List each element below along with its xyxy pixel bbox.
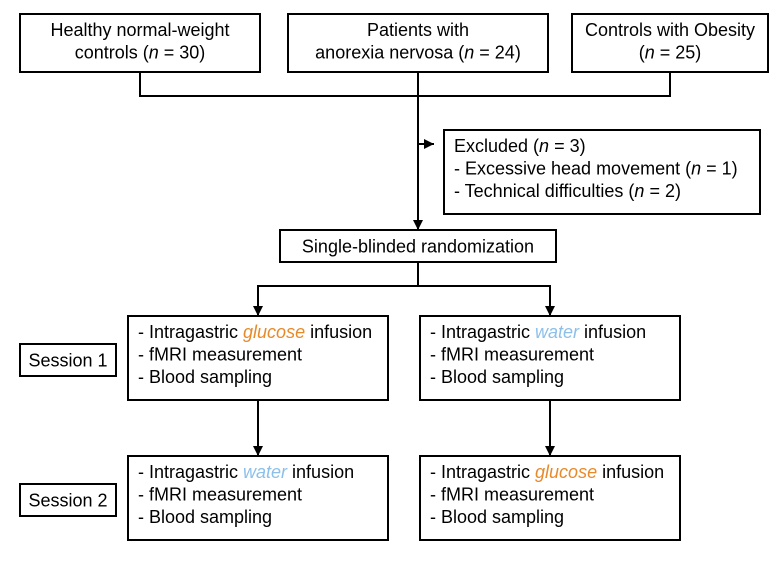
randomization-text: Single-blinded randomization (302, 236, 534, 256)
box-obesity: Controls with Obesity (n = 25) (572, 14, 768, 72)
connector-healthy (140, 72, 418, 96)
s2right-line-0: - Intragastric glucose infusion (430, 462, 664, 482)
s1right-line-1: - fMRI measurement (430, 345, 594, 365)
box-s1left: - Intragastric glucose infusion - fMRI me… (128, 316, 388, 400)
healthy-line2: controls (n = 30) (75, 43, 206, 63)
box-session2: Session 2 (20, 484, 116, 516)
s2left-line-0: - Intragastric water infusion (138, 462, 354, 482)
box-healthy: Healthy normal-weight controls (n = 30) (20, 14, 260, 72)
s2right-line-1: - fMRI measurement (430, 485, 594, 505)
anorexia-line2: anorexia nervosa (n = 24) (315, 43, 521, 63)
connector-obesity (418, 72, 670, 96)
connector-rand-right (418, 286, 550, 316)
box-anorexia: Patients with anorexia nervosa (n = 24) (288, 14, 548, 72)
box-s1right: - Intragastric water infusion - fMRI meas… (420, 316, 680, 400)
box-excluded: Excluded (n = 3) - Excessive head movemen… (444, 130, 760, 214)
flowchart-canvas: Healthy normal-weight controls (n = 30) Pa… (0, 0, 783, 562)
s1right-line-0: - Intragastric water infusion (430, 322, 646, 342)
s2right-line-2: - Blood sampling (430, 507, 564, 527)
s2left-line-2: - Blood sampling (138, 507, 272, 527)
anorexia-line1: Patients with (367, 20, 469, 40)
session1-label: Session 1 (28, 350, 107, 370)
obesity-line1: Controls with Obesity (585, 20, 755, 40)
obesity-line2: (n = 25) (639, 43, 702, 63)
session2-label: Session 2 (28, 490, 107, 510)
s1left-line-1: - fMRI measurement (138, 345, 302, 365)
connector-rand-left (258, 286, 418, 316)
s2left-line-1: - fMRI measurement (138, 485, 302, 505)
excluded-item-0: - Excessive head movement (n = 1) (454, 159, 738, 179)
healthy-line1: Healthy normal-weight (50, 20, 229, 40)
box-session1: Session 1 (20, 344, 116, 376)
s1left-line-0: - Intragastric glucose infusion (138, 322, 372, 342)
box-s2right: - Intragastric glucose infusion - fMRI me… (420, 456, 680, 540)
box-randomization: Single-blinded randomization (280, 230, 556, 262)
excluded-title: Excluded (n = 3) (454, 136, 586, 156)
box-s2left: - Intragastric water infusion - fMRI meas… (128, 456, 388, 540)
s1right-line-2: - Blood sampling (430, 367, 564, 387)
s1left-line-2: - Blood sampling (138, 367, 272, 387)
excluded-item-1: - Technical difficulties (n = 2) (454, 181, 681, 201)
